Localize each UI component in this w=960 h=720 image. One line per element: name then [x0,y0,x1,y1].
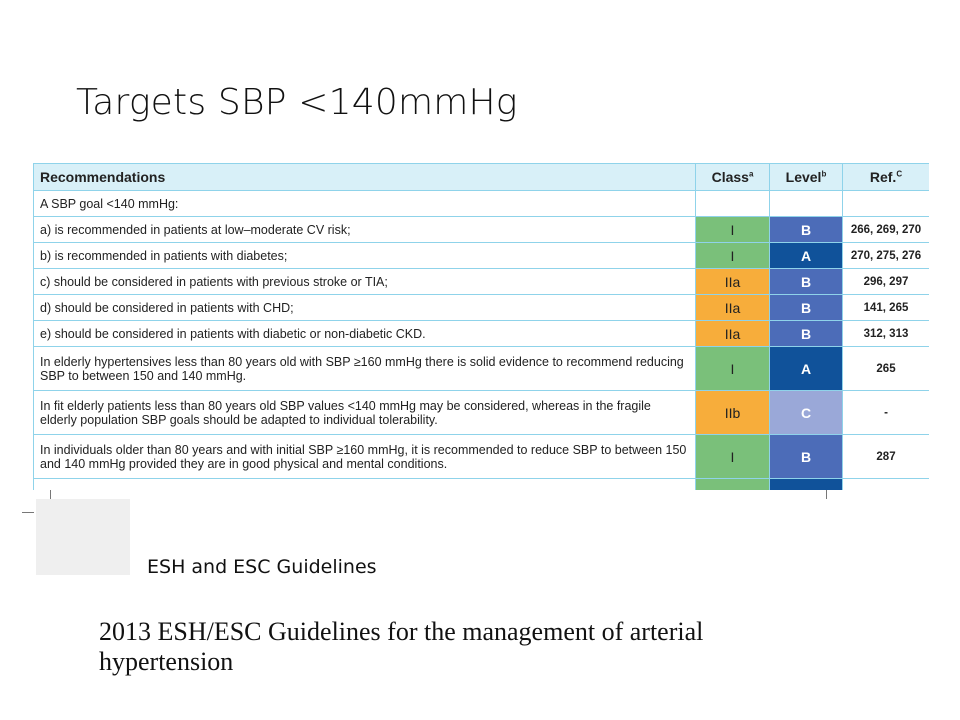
level-cell: B [769,294,843,321]
class-cell: I [695,216,770,243]
crop-mark [826,490,827,499]
crop-mark [50,490,51,499]
level-cell: A [769,242,843,269]
ref-cell: 287 [842,434,929,479]
level-cell: B [769,434,843,479]
header-recommendations: Recommendations [33,163,696,191]
level-cell: B [769,268,843,295]
crop-mark [22,512,34,513]
class-cell: I [695,434,770,479]
ref-cell: - [842,390,929,435]
class-cell: IIa [695,294,770,321]
rec-text: In elderly hypertensives less than 80 ye… [33,346,696,391]
class-cell [695,190,770,217]
ref-cell: 266, 269, 270 [842,216,929,243]
table-row: In elderly hypertensives less than 80 ye… [33,346,929,391]
table-row: In individuals older than 80 years and w… [33,434,929,479]
class-cell: IIa [695,268,770,295]
class-cell: I [695,346,770,391]
rec-text: d) should be considered in patients with… [33,294,696,321]
ref-cell: 270, 275, 276 [842,242,929,269]
slide-title: Targets SBP <140mmHg [76,82,518,123]
table-header-row: Recommendations Classa Levelb Ref.C [33,163,929,191]
rec-text: b) is recommended in patients with diabe… [33,242,696,269]
rec-text: In fit elderly patients less than 80 yea… [33,390,696,435]
table-row: a) is recommended in patients at low–mod… [33,216,929,243]
ref-cell [842,478,929,490]
header-ref: Ref.C [842,163,929,191]
table-row: A SBP goal <140 mmHg: [33,190,929,217]
level-cell: B [769,216,843,243]
table-row-cut [33,478,929,490]
rec-text: c) should be considered in patients with… [33,268,696,295]
paper-title: 2013 ESH/ESC Guidelines for the manageme… [99,617,704,676]
level-cell: B [769,320,843,347]
level-cell [769,190,843,217]
ref-cell: 312, 313 [842,320,929,347]
rec-text: In individuals older than 80 years and w… [33,434,696,479]
rec-text [33,478,696,490]
ref-cell [842,190,929,217]
rec-text: A SBP goal <140 mmHg: [33,190,696,217]
rec-text: a) is recommended in patients at low–mod… [33,216,696,243]
ref-cell: 296, 297 [842,268,929,295]
table-row: b) is recommended in patients with diabe… [33,242,929,269]
class-cell [695,478,770,490]
ref-cell: 141, 265 [842,294,929,321]
table-row: In fit elderly patients less than 80 yea… [33,390,929,435]
table-row: e) should be considered in patients with… [33,320,929,347]
table-row: c) should be considered in patients with… [33,268,929,295]
class-cell: IIb [695,390,770,435]
recommendations-table: Recommendations Classa Levelb Ref.C A SB… [33,163,929,490]
class-cell: I [695,242,770,269]
level-cell [769,478,843,490]
level-cell: A [769,346,843,391]
header-level: Levelb [769,163,843,191]
ref-cell: 265 [842,346,929,391]
level-cell: C [769,390,843,435]
class-cell: IIa [695,320,770,347]
rec-text: e) should be considered in patients with… [33,320,696,347]
journal-label: ESH and ESC Guidelines [147,556,377,578]
table-row: d) should be considered in patients with… [33,294,929,321]
header-class: Classa [695,163,770,191]
placeholder-image [36,499,130,575]
